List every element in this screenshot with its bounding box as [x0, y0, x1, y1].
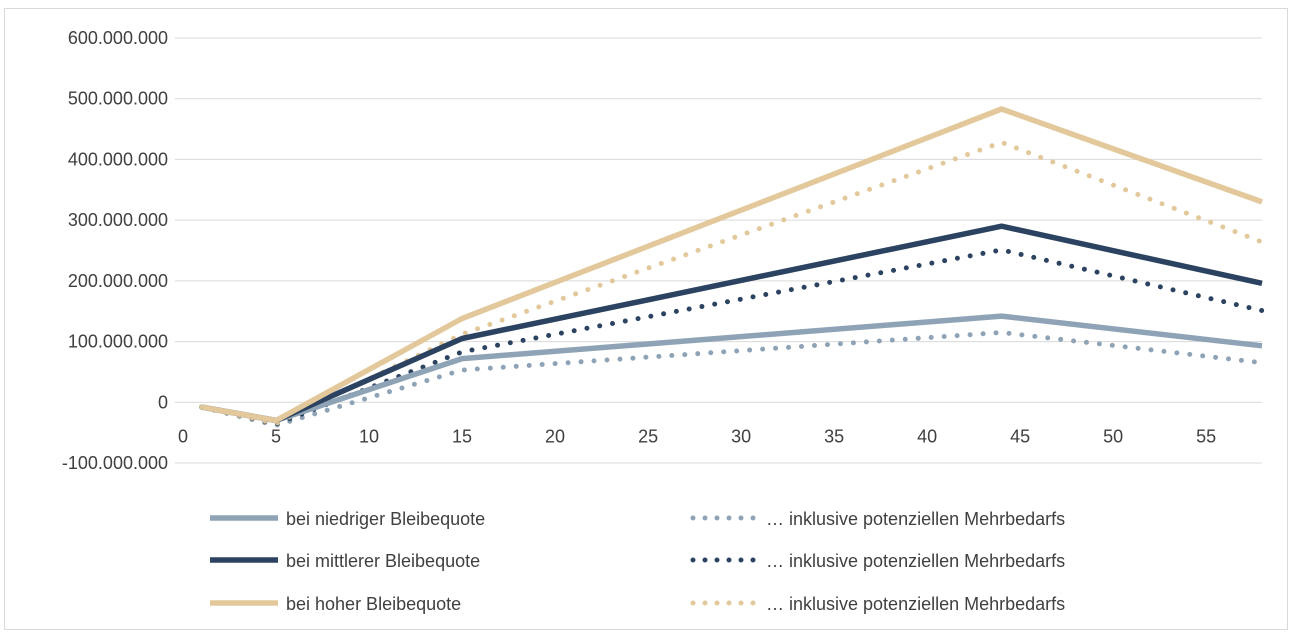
x-axis: 0 5 10 15 20 25 30 35 40 45 50 55	[178, 426, 1216, 446]
legend: bei niedriger Bleibequote … inklusive pot…	[210, 509, 1065, 614]
x-tick-label: 35	[824, 426, 844, 446]
x-tick-label: 0	[178, 426, 188, 446]
x-tick-label: 30	[731, 426, 751, 446]
x-tick-label: 25	[638, 426, 658, 446]
legend-item-1: … inklusive potenziellen Mehrbedarfs	[690, 509, 1065, 529]
series-line-4	[201, 106, 1263, 424]
legend-item-0: bei niedriger Bleibequote	[210, 509, 485, 529]
y-tick-label: 0	[158, 392, 168, 412]
legend-label: bei niedriger Bleibequote	[286, 509, 485, 529]
legend-label: … inklusive potenziellen Mehrbedarfs	[766, 594, 1065, 614]
legend-item-4: bei hoher Bleibequote	[210, 594, 461, 614]
y-tick-label: 600.000.000	[68, 28, 168, 48]
x-tick-label: 10	[359, 426, 379, 446]
series-line-0	[201, 313, 1263, 424]
y-axis: -100.000.000 0 100.000.000 200.000.000 300.0…	[62, 28, 168, 473]
x-tick-label: 50	[1103, 426, 1123, 446]
x-tick-label: 40	[917, 426, 937, 446]
y-tick-label: 200.000.000	[68, 271, 168, 291]
legend-label: … inklusive potenziellen Mehrbedarfs	[766, 509, 1065, 529]
legend-label: … inklusive potenziellen Mehrbedarfs	[766, 551, 1065, 571]
y-tick-label: 300.000.000	[68, 210, 168, 230]
y-tick-label: 400.000.000	[68, 149, 168, 169]
y-tick-label: 100.000.000	[68, 332, 168, 352]
legend-label: bei mittlerer Bleibequote	[286, 551, 480, 571]
x-tick-label: 55	[1196, 426, 1216, 446]
x-tick-label: 15	[452, 426, 472, 446]
y-tick-label: 500.000.000	[68, 89, 168, 109]
chart-frame	[4, 8, 1288, 630]
series-group	[199, 106, 1265, 428]
x-tick-label: 20	[545, 426, 565, 446]
legend-label: bei hoher Bleibequote	[286, 594, 461, 614]
legend-item-5: … inklusive potenziellen Mehrbedarfs	[690, 594, 1065, 614]
x-tick-label: 5	[271, 426, 281, 446]
legend-item-3: … inklusive potenziellen Mehrbedarfs	[690, 551, 1065, 571]
y-tick-label: -100.000.000	[62, 453, 168, 473]
legend-item-2: bei mittlerer Bleibequote	[210, 551, 480, 571]
x-tick-label: 45	[1010, 426, 1030, 446]
series-line-1	[199, 330, 1265, 428]
